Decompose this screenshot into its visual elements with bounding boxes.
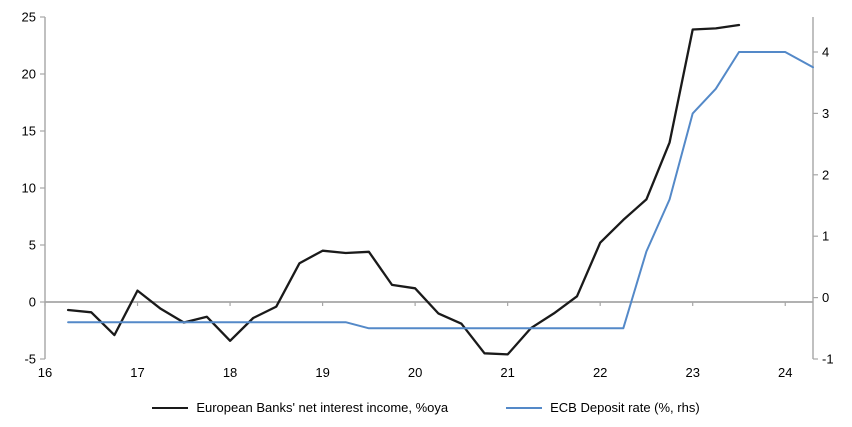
right-tick-label: 4: [822, 44, 829, 59]
right-tick-label: 1: [822, 229, 829, 244]
ecb-line-swatch-icon: [506, 406, 543, 409]
series-nii-line: [66, 23, 741, 356]
x-tick-label: 18: [223, 365, 237, 380]
left-tick-label: 15: [22, 124, 36, 139]
legend-item-nii: European Banks' net interest income, %oy…: [152, 400, 448, 415]
x-tick-label: 20: [408, 365, 422, 380]
x-tick-label: 23: [685, 365, 699, 380]
left-tick-label: 5: [29, 238, 36, 253]
x-tick-label: 21: [500, 365, 514, 380]
x-tick-label: 19: [315, 365, 329, 380]
left-tick-label: -5: [24, 352, 36, 367]
chart-legend: European Banks' net interest income, %oy…: [0, 400, 852, 415]
legend-label-ecb: ECB Deposit rate (%, rhs): [550, 400, 700, 415]
left-tick-label: 0: [29, 295, 36, 310]
left-tick-label: 20: [22, 67, 36, 82]
nii-line-swatch-icon: [152, 406, 189, 409]
series-ecb-line: [67, 51, 814, 330]
left-tick-label: 25: [22, 10, 36, 25]
x-tick-label: 24: [778, 365, 792, 380]
right-tick-label: 2: [822, 167, 829, 182]
x-tick-label: 16: [38, 365, 52, 380]
x-tick-label: 17: [130, 365, 144, 380]
right-tick-label: -1: [822, 352, 834, 367]
x-tick-label: 22: [593, 365, 607, 380]
right-tick-label: 3: [822, 106, 829, 121]
left-tick-label: 10: [22, 181, 36, 196]
legend-item-ecb: ECB Deposit rate (%, rhs): [506, 400, 700, 415]
legend-label-nii: European Banks' net interest income, %oy…: [196, 400, 449, 415]
right-tick-label: 0: [822, 290, 829, 305]
